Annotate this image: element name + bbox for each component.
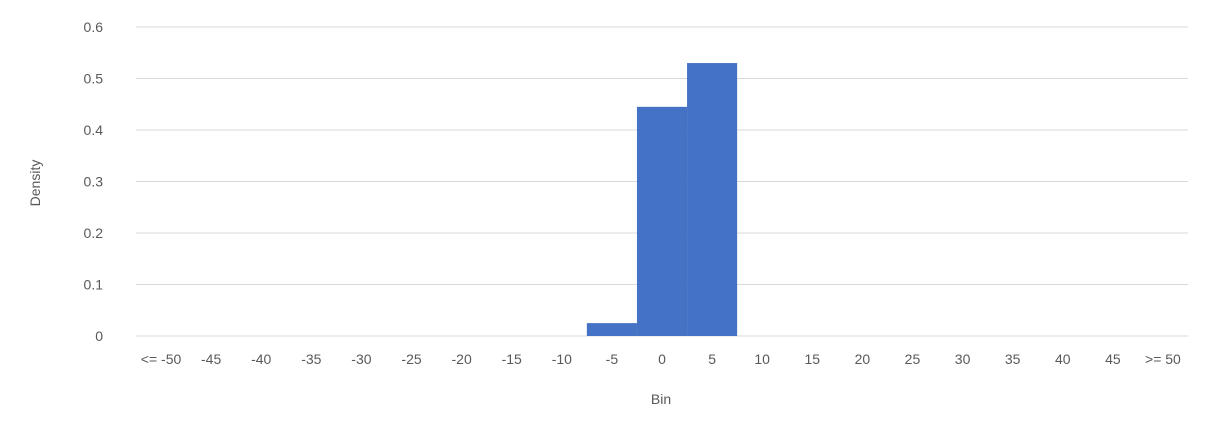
x-tick-label: -45 (201, 351, 221, 367)
x-tick-label: -25 (401, 351, 421, 367)
bar (636, 106, 688, 336)
x-axis-title: Bin (651, 391, 671, 407)
y-tick-label: 0.4 (84, 122, 104, 138)
y-tick-label: 0.1 (84, 277, 104, 293)
y-tick-label: 0 (95, 328, 103, 344)
bar (687, 63, 738, 337)
y-axis-title: Density (27, 160, 43, 207)
y-tick-label: 0.6 (84, 19, 104, 35)
x-tick-label: 25 (905, 351, 921, 367)
x-tick-label: 15 (804, 351, 820, 367)
x-tick-label: -35 (301, 351, 321, 367)
x-tick-label: 10 (754, 351, 770, 367)
bars (586, 63, 738, 337)
x-tick-label: <= -50 (141, 351, 182, 367)
x-tick-label: -10 (552, 351, 572, 367)
x-tick-label: -5 (606, 351, 619, 367)
x-tick-label: 5 (708, 351, 716, 367)
x-tick-label: 40 (1055, 351, 1071, 367)
x-tick-label: 20 (855, 351, 871, 367)
bar (586, 323, 637, 336)
x-tick-label: 45 (1105, 351, 1121, 367)
x-tick-label: -40 (251, 351, 271, 367)
x-tick-label: 30 (955, 351, 971, 367)
x-tick-label: -15 (502, 351, 522, 367)
y-tick-label: 0.3 (84, 174, 104, 190)
x-tick-label: -30 (351, 351, 371, 367)
y-tick-label: 0.5 (84, 71, 104, 87)
x-tick-label: 35 (1005, 351, 1021, 367)
x-tick-label: -20 (452, 351, 472, 367)
x-axis-ticks: <= -50 -45 -40 -35 -30 -25 -20 -15 -10 -5 0 5 10 15 20… (141, 351, 1181, 367)
y-tick-label: 0.2 (84, 225, 104, 241)
y-axis-ticks: 0 0.1 0.2 0.3 0.4 0.5 0.6 (84, 19, 104, 344)
x-tick-label: 0 (658, 351, 666, 367)
x-tick-label: >= 50 (1145, 351, 1181, 367)
